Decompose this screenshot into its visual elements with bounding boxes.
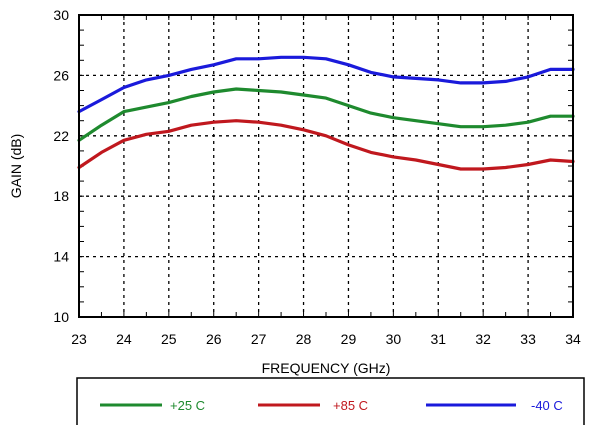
y-tick-label-30: 30 (53, 7, 69, 23)
y-axis-title: GAIN (dB) (8, 134, 24, 199)
x-tick-label-34: 34 (565, 331, 581, 347)
x-tick-label-24: 24 (116, 331, 132, 347)
x-tick-label-30: 30 (386, 331, 402, 347)
series-line-1 (77, 119, 575, 171)
x-tick-label-23: 23 (71, 331, 87, 347)
legend-box (76, 377, 585, 425)
y-tick-label-26: 26 (53, 67, 69, 83)
x-tick-label-26: 26 (206, 331, 222, 347)
series-line-0 (77, 87, 575, 142)
series-line-2 (77, 55, 575, 114)
legend-label-2: -40 C (531, 398, 563, 413)
series-lines (77, 55, 575, 171)
x-tick-label-27: 27 (251, 331, 267, 347)
legend-label-0: +25 C (170, 398, 205, 413)
x-tick-label-25: 25 (161, 331, 177, 347)
x-axis-title: FREQUENCY (GHz) (262, 360, 391, 376)
plot-frame (78, 14, 574, 318)
legend: +25 C +85 C -40 C (100, 398, 563, 413)
x-tick-label-29: 29 (341, 331, 357, 347)
y-tick-label-10: 10 (53, 309, 69, 325)
x-tick-label-32: 32 (475, 331, 491, 347)
x-tick-label-28: 28 (296, 331, 312, 347)
x-tick-label-33: 33 (520, 331, 536, 347)
tick-labels: 23 24 25 26 27 28 29 30 31 32 33 34 10 14 18 22 26 30 (53, 7, 581, 347)
y-tick-label-18: 18 (53, 188, 69, 204)
y-tick-label-14: 14 (53, 249, 69, 265)
x-tick-label-31: 31 (430, 331, 446, 347)
legend-label-1: +85 C (333, 398, 368, 413)
y-tick-label-22: 22 (53, 128, 69, 144)
